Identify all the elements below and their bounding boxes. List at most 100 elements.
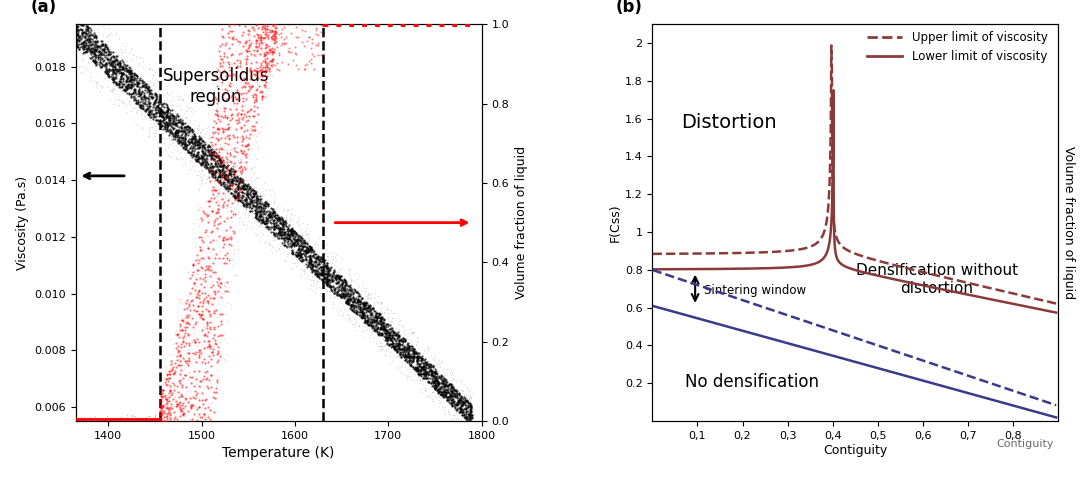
Point: [89, 77, 106, 85]
Point: [197, 433, 214, 440]
Point: [159, 423, 176, 430]
Point: [206, 158, 224, 166]
Point: [456, 400, 473, 408]
Point: [86, 54, 104, 62]
Point: [410, 375, 428, 383]
Point: [309, 272, 326, 280]
Point: [133, 89, 150, 97]
Point: [247, 21, 265, 29]
Point: [216, 169, 233, 177]
Point: [461, 407, 478, 414]
Point: [340, 286, 357, 293]
Point: [195, 141, 213, 149]
Point: [258, 0, 275, 2]
Point: [311, 269, 328, 277]
Point: [68, 12, 85, 20]
Point: [198, 369, 215, 377]
Point: [426, 375, 443, 382]
Point: [127, 71, 145, 79]
Point: [378, 306, 395, 314]
Point: [305, 262, 322, 270]
Point: [157, 468, 174, 476]
Point: [417, 374, 434, 382]
Point: [106, 77, 123, 85]
Point: [254, 2, 271, 10]
Point: [205, 224, 222, 232]
Point: [110, 33, 127, 41]
Point: [210, 157, 227, 165]
Point: [79, 38, 96, 46]
Point: [302, 264, 320, 272]
Point: [157, 111, 174, 119]
Point: [200, 121, 217, 129]
Point: [152, 112, 170, 120]
Point: [187, 293, 204, 301]
Point: [176, 371, 193, 379]
Point: [151, 407, 168, 415]
Point: [253, 203, 270, 211]
Point: [252, 2, 269, 10]
Point: [224, 178, 241, 186]
Point: [92, 15, 109, 23]
Point: [194, 153, 212, 161]
Point: [436, 376, 454, 383]
Point: [103, 57, 120, 65]
Point: [202, 143, 219, 151]
Point: [294, 243, 311, 251]
Point: [219, 95, 237, 103]
Point: [252, 208, 269, 215]
Point: [73, 33, 91, 41]
Point: [73, 42, 91, 49]
Point: [316, 273, 334, 281]
Point: [194, 299, 212, 307]
Point: [201, 166, 218, 174]
Point: [227, 125, 244, 133]
Point: [190, 153, 207, 161]
Point: [300, 234, 318, 242]
Point: [79, 59, 96, 67]
Point: [150, 112, 167, 120]
Point: [268, 214, 285, 222]
Point: [247, 214, 265, 222]
Point: [170, 295, 187, 302]
Point: [432, 390, 449, 398]
Point: [283, 231, 300, 239]
Point: [360, 320, 377, 328]
Point: [225, 168, 242, 176]
Point: [152, 405, 170, 412]
Point: [436, 380, 454, 388]
Point: [334, 278, 351, 286]
Point: [217, 94, 234, 102]
Point: [388, 348, 405, 356]
Point: [350, 322, 367, 330]
Point: [264, 217, 281, 225]
Point: [448, 414, 465, 422]
Point: [442, 380, 459, 388]
Point: [264, 11, 281, 19]
Point: [116, 417, 133, 425]
Point: [254, 28, 271, 36]
Point: [418, 361, 435, 369]
Point: [429, 381, 446, 389]
Point: [261, 46, 279, 54]
Point: [374, 330, 391, 337]
Point: [252, 128, 269, 136]
Point: [208, 201, 226, 209]
Point: [197, 415, 214, 423]
Point: [190, 132, 207, 140]
Point: [191, 159, 208, 166]
Point: [180, 443, 198, 451]
Point: [192, 246, 210, 254]
Point: [267, 207, 284, 215]
Point: [359, 318, 376, 325]
Point: [191, 427, 208, 435]
Point: [330, 286, 348, 294]
Point: [167, 425, 185, 433]
Point: [378, 326, 395, 334]
Point: [86, 41, 104, 48]
Point: [346, 297, 363, 305]
Point: [269, 224, 286, 232]
Point: [234, 185, 252, 193]
Point: [451, 408, 469, 416]
Point: [194, 400, 212, 408]
